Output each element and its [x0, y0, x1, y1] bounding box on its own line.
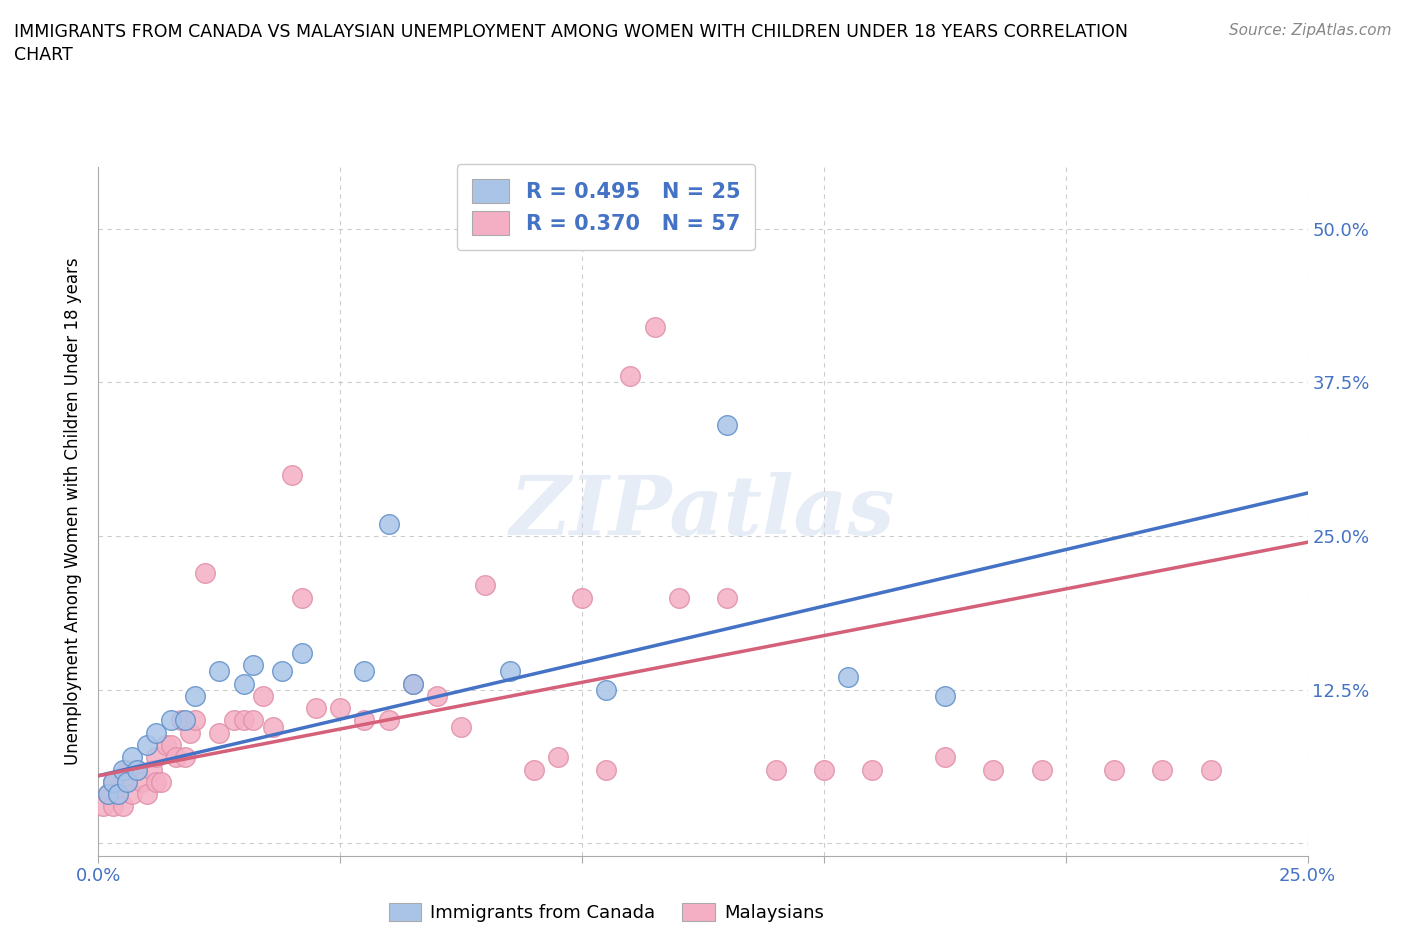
Point — [981, 763, 1004, 777]
Point — [837, 670, 859, 684]
Point — [290, 591, 312, 605]
Text: ZIPatlas: ZIPatlas — [510, 472, 896, 551]
Point — [111, 799, 134, 814]
Point — [242, 713, 264, 728]
Point — [208, 725, 231, 740]
Point — [290, 645, 312, 660]
Point — [155, 737, 177, 752]
Point — [1031, 763, 1053, 777]
Point — [644, 320, 666, 335]
Point — [135, 787, 157, 802]
Point — [145, 725, 167, 740]
Point — [145, 775, 167, 790]
Point — [121, 787, 143, 802]
Point — [184, 688, 207, 703]
Point — [117, 775, 139, 790]
Point — [353, 664, 375, 679]
Point — [716, 418, 738, 433]
Point — [571, 591, 593, 605]
Point — [169, 713, 191, 728]
Point — [127, 763, 149, 777]
Point — [194, 565, 217, 580]
Point — [121, 750, 143, 764]
Point — [281, 467, 304, 482]
Point — [1102, 763, 1125, 777]
Point — [619, 369, 641, 384]
Point — [107, 787, 129, 802]
Point — [127, 763, 149, 777]
Point — [184, 713, 207, 728]
Text: Source: ZipAtlas.com: Source: ZipAtlas.com — [1229, 23, 1392, 38]
Point — [934, 688, 956, 703]
Point — [252, 688, 274, 703]
Point — [101, 799, 124, 814]
Point — [450, 719, 472, 734]
Point — [262, 719, 284, 734]
Point — [232, 676, 254, 691]
Point — [232, 713, 254, 728]
Point — [160, 713, 183, 728]
Point — [498, 664, 520, 679]
Point — [135, 737, 157, 752]
Point — [1152, 763, 1174, 777]
Point — [107, 787, 129, 802]
Point — [111, 775, 134, 790]
Point — [222, 713, 245, 728]
Point — [174, 713, 197, 728]
Point — [141, 763, 163, 777]
Point — [160, 737, 183, 752]
Point — [329, 700, 352, 715]
Point — [145, 750, 167, 764]
Point — [91, 799, 114, 814]
Point — [377, 516, 399, 531]
Point — [305, 700, 328, 715]
Point — [353, 713, 375, 728]
Point — [426, 688, 449, 703]
Point — [402, 676, 425, 691]
Point — [377, 713, 399, 728]
Point — [474, 578, 496, 592]
Point — [668, 591, 690, 605]
Point — [242, 658, 264, 672]
Point — [595, 763, 617, 777]
Point — [174, 750, 197, 764]
Legend: Immigrants from Canada, Malaysians: Immigrants from Canada, Malaysians — [381, 896, 831, 929]
Point — [716, 591, 738, 605]
Point — [813, 763, 835, 777]
Point — [97, 787, 120, 802]
Point — [271, 664, 294, 679]
Point — [402, 676, 425, 691]
Point — [111, 763, 134, 777]
Point — [595, 683, 617, 698]
Point — [179, 725, 201, 740]
Point — [934, 750, 956, 764]
Point — [523, 763, 546, 777]
Point — [101, 775, 124, 790]
Point — [765, 763, 787, 777]
Point — [131, 775, 153, 790]
Point — [165, 750, 187, 764]
Text: CHART: CHART — [14, 46, 73, 64]
Point — [117, 763, 139, 777]
Point — [97, 787, 120, 802]
Text: IMMIGRANTS FROM CANADA VS MALAYSIAN UNEMPLOYMENT AMONG WOMEN WITH CHILDREN UNDER: IMMIGRANTS FROM CANADA VS MALAYSIAN UNEM… — [14, 23, 1128, 41]
Y-axis label: Unemployment Among Women with Children Under 18 years: Unemployment Among Women with Children U… — [65, 258, 83, 765]
Point — [150, 775, 173, 790]
Point — [860, 763, 883, 777]
Point — [208, 664, 231, 679]
Point — [101, 775, 124, 790]
Point — [547, 750, 569, 764]
Point — [1199, 763, 1222, 777]
